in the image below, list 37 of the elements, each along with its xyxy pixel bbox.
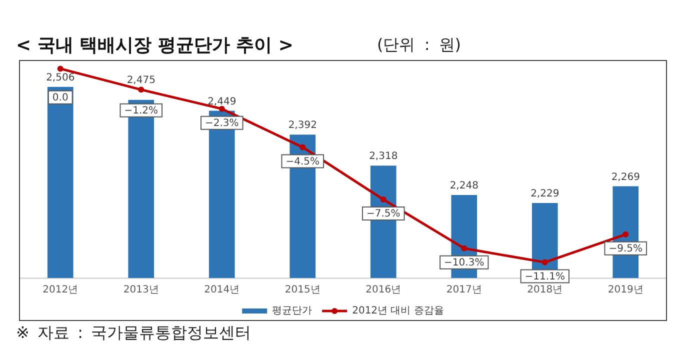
x-tick-label: 2014년 <box>204 284 240 296</box>
point <box>57 66 64 72</box>
data-label: 2,248 <box>450 180 478 192</box>
data-label: 2,229 <box>530 188 560 200</box>
point <box>218 106 225 112</box>
data-label: 2,506 <box>46 72 75 84</box>
point <box>380 196 386 203</box>
x-tick-label: 2019년 <box>608 284 644 296</box>
chart-title: < 국내 택배시장 평균단가 추이 > <box>16 34 294 57</box>
data-label: −1.2% <box>124 105 158 116</box>
data-label: 2,392 <box>288 120 317 132</box>
data-label: 2,269 <box>611 172 640 183</box>
data-label: −10.3% <box>444 257 484 268</box>
legend-label: 평균단가 <box>272 306 312 317</box>
x-tick-label: 2017년 <box>446 284 482 296</box>
x-tick-label: 2013년 <box>123 284 159 296</box>
text: ※ 자료 : 국가물류통합정보센터 <box>16 323 252 344</box>
legend-label: 2012년 대비 증감율 <box>352 306 444 317</box>
chart-subtitle: (단위 : 원) <box>377 35 462 56</box>
data-label: 2,318 <box>369 151 398 162</box>
point <box>542 259 548 266</box>
point <box>461 245 468 252</box>
x-tick-label: 2012년 <box>42 284 78 296</box>
data-label: −11.1% <box>524 271 565 282</box>
point <box>622 231 629 238</box>
data-label: −9.5% <box>608 243 643 254</box>
data-label: −7.5% <box>366 208 400 220</box>
point <box>300 144 306 150</box>
data-label: 0.0 <box>52 92 68 104</box>
x-tick-label: 2018년 <box>527 284 563 296</box>
x-tick-label: 2016년 <box>366 284 402 296</box>
x-tick-label: 2015년 <box>284 284 320 296</box>
point <box>138 86 144 93</box>
data-label: 2,475 <box>126 75 156 86</box>
data-label: −2.3% <box>204 118 239 129</box>
data-label: −4.5% <box>286 156 320 168</box>
data-label: 2,449 <box>208 96 236 108</box>
